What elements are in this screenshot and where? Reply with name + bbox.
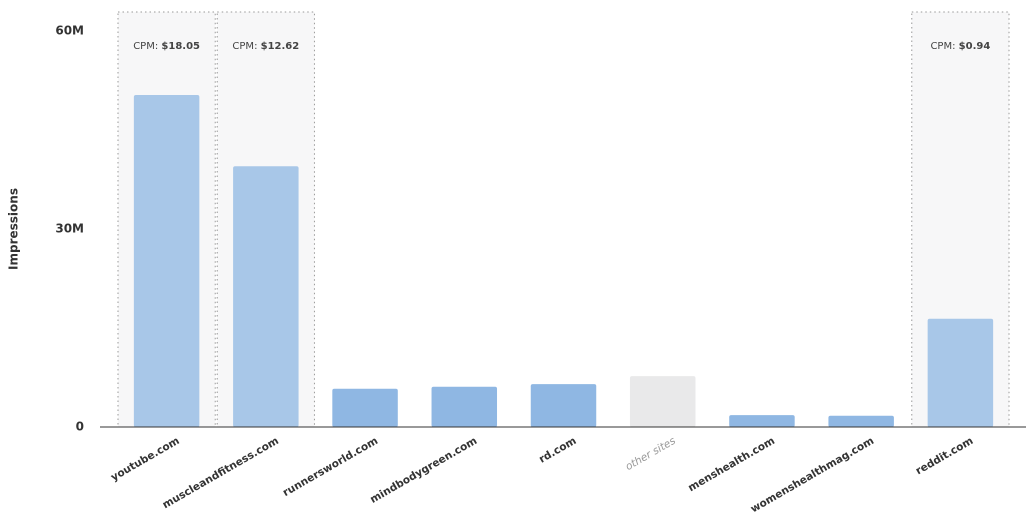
bar bbox=[431, 386, 498, 427]
cpm-prefix: CPM: bbox=[133, 41, 158, 52]
y-axis-title: Impressions bbox=[7, 188, 21, 270]
y-tick-label: 0 bbox=[76, 420, 84, 434]
x-tick-label: other sites bbox=[623, 435, 678, 474]
cpm-label: CPM: $0.94 bbox=[930, 41, 990, 52]
x-tick-label: menshealth.com bbox=[686, 435, 777, 494]
bar bbox=[133, 95, 200, 428]
y-tick-label: 30M bbox=[55, 222, 84, 236]
bar bbox=[233, 166, 299, 428]
cpm-prefix: CPM: bbox=[930, 41, 955, 52]
bar bbox=[629, 376, 696, 427]
bar bbox=[828, 415, 894, 427]
bar bbox=[332, 388, 398, 427]
cpm-value: $18.05 bbox=[161, 41, 200, 52]
bar bbox=[927, 318, 994, 427]
x-tick-label: youtube.com bbox=[109, 435, 182, 484]
x-tick-label: reddit.com bbox=[914, 435, 976, 478]
cpm-value: $0.94 bbox=[959, 41, 991, 52]
x-tick-label: runnersworld.com bbox=[281, 435, 380, 499]
y-tick-label: 60M bbox=[55, 24, 84, 38]
cpm-label: CPM: $18.05 bbox=[133, 41, 200, 52]
x-tick-label: mindbodygreen.com bbox=[368, 435, 479, 506]
cpm-prefix: CPM: bbox=[232, 41, 257, 52]
bar bbox=[729, 415, 795, 427]
cpm-label: CPM: $12.62 bbox=[232, 41, 299, 52]
bar bbox=[530, 384, 597, 427]
cpm-value: $12.62 bbox=[261, 41, 300, 52]
x-tick-label: rd.com bbox=[537, 435, 579, 466]
